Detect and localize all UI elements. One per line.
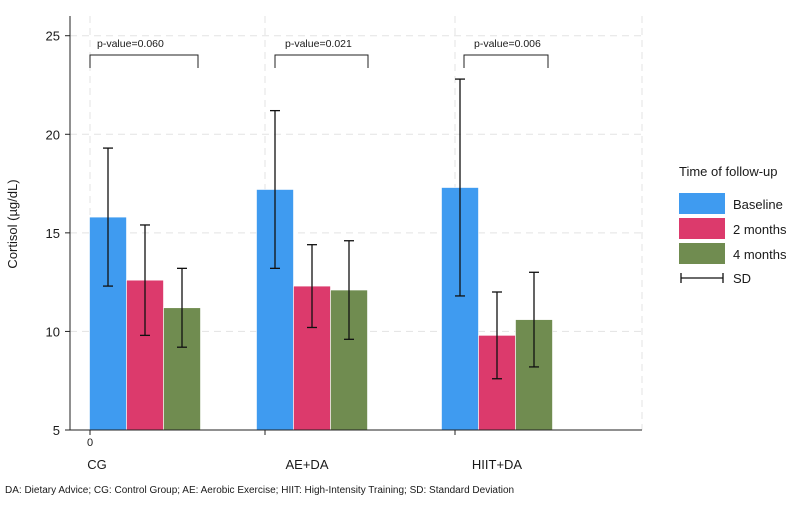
category-label-CG: CG: [87, 457, 107, 472]
y-tick-label-15: 15: [46, 226, 60, 241]
p-value-label-CG: p-value=0.060: [97, 38, 164, 50]
legend-swatch-Baseline: [679, 193, 725, 214]
legend-label-4-months: 4 months: [733, 247, 787, 262]
x-tick-label-zero: 0: [87, 437, 93, 449]
legend-swatch-4-months: [679, 243, 725, 264]
legend-swatch-2-months: [679, 218, 725, 239]
y-tick-label-5: 5: [53, 423, 60, 438]
p-value-label-HIIT+DA: p-value=0.006: [474, 38, 541, 50]
legend: Time of follow-up Baseline 2 months 4 month…: [679, 164, 787, 286]
p-value-bracket-CG: [89, 54, 199, 68]
category-label-AE+DA: AE+DA: [286, 457, 329, 472]
category-label-HIIT+DA: HIIT+DA: [472, 457, 523, 472]
p-value-bracket-HIIT+DA: [463, 54, 549, 68]
y-tick-label-25: 25: [46, 29, 60, 44]
bars: [89, 187, 553, 431]
y-axis-label: Cortisol (µg/dL): [5, 179, 20, 268]
footnote: DA: Dietary Advice; CG: Control Group; A…: [5, 485, 514, 496]
error-bars: [103, 78, 539, 380]
y-tick-label-10: 10: [46, 324, 60, 339]
annotations: p-value=0.060 p-value=0.021 p-value=0.006: [89, 38, 549, 68]
legend-label-2-months: 2 months: [733, 222, 787, 237]
legend-title: Time of follow-up: [679, 164, 778, 179]
legend-label-Baseline: Baseline: [733, 197, 783, 212]
legend-label-SD: SD: [733, 271, 751, 286]
p-value-bracket-AE+DA: [274, 54, 369, 68]
axes: 5 10 15 20 25 0 CG AE+DA HIIT+DA: [46, 16, 642, 472]
p-value-label-AE+DA: p-value=0.021: [285, 38, 352, 50]
y-tick-label-20: 20: [46, 127, 60, 142]
